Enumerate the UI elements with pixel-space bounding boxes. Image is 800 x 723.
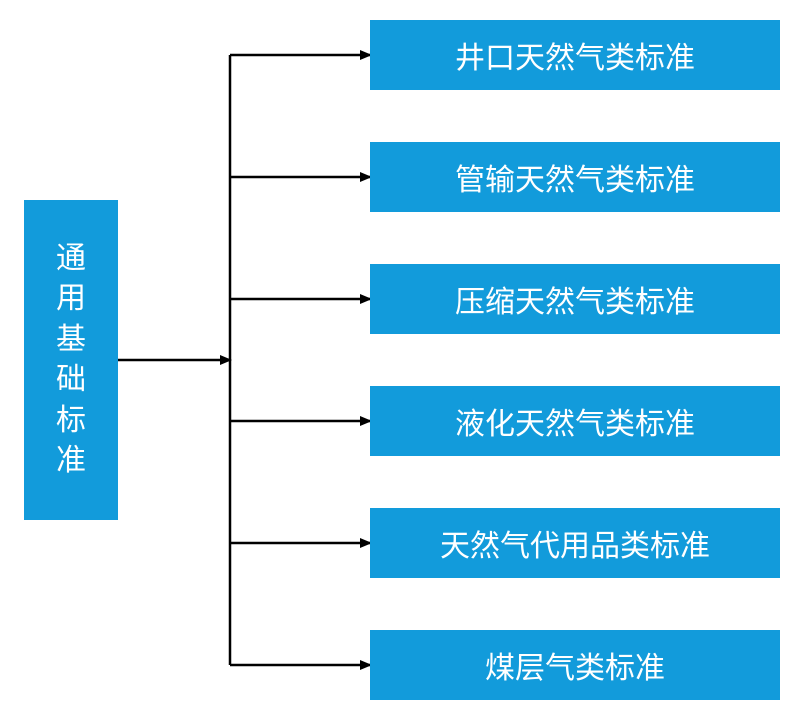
child-node: 液化天然气类标准 bbox=[370, 386, 780, 456]
child-node: 管输天然气类标准 bbox=[370, 142, 780, 212]
root-node-char: 标 bbox=[56, 401, 86, 442]
child-node: 压缩天然气类标准 bbox=[370, 264, 780, 334]
root-node: 通用基础标准 bbox=[24, 200, 118, 520]
child-node-label: 天然气代用品类标准 bbox=[440, 521, 710, 565]
child-node-label: 管输天然气类标准 bbox=[455, 155, 695, 199]
child-node-label: 井口天然气类标准 bbox=[455, 33, 695, 77]
child-node-label: 液化天然气类标准 bbox=[455, 399, 695, 443]
child-node: 煤层气类标准 bbox=[370, 630, 780, 700]
root-node-char: 用 bbox=[56, 279, 86, 320]
root-node-char: 通 bbox=[56, 239, 86, 280]
child-node-label: 煤层气类标准 bbox=[485, 643, 665, 687]
root-node-char: 础 bbox=[56, 360, 86, 401]
connector-lines bbox=[0, 0, 800, 723]
root-node-char: 基 bbox=[56, 320, 86, 361]
child-node-label: 压缩天然气类标准 bbox=[455, 277, 695, 321]
child-node: 井口天然气类标准 bbox=[370, 20, 780, 90]
child-node: 天然气代用品类标准 bbox=[370, 508, 780, 578]
root-node-char: 准 bbox=[56, 441, 86, 482]
